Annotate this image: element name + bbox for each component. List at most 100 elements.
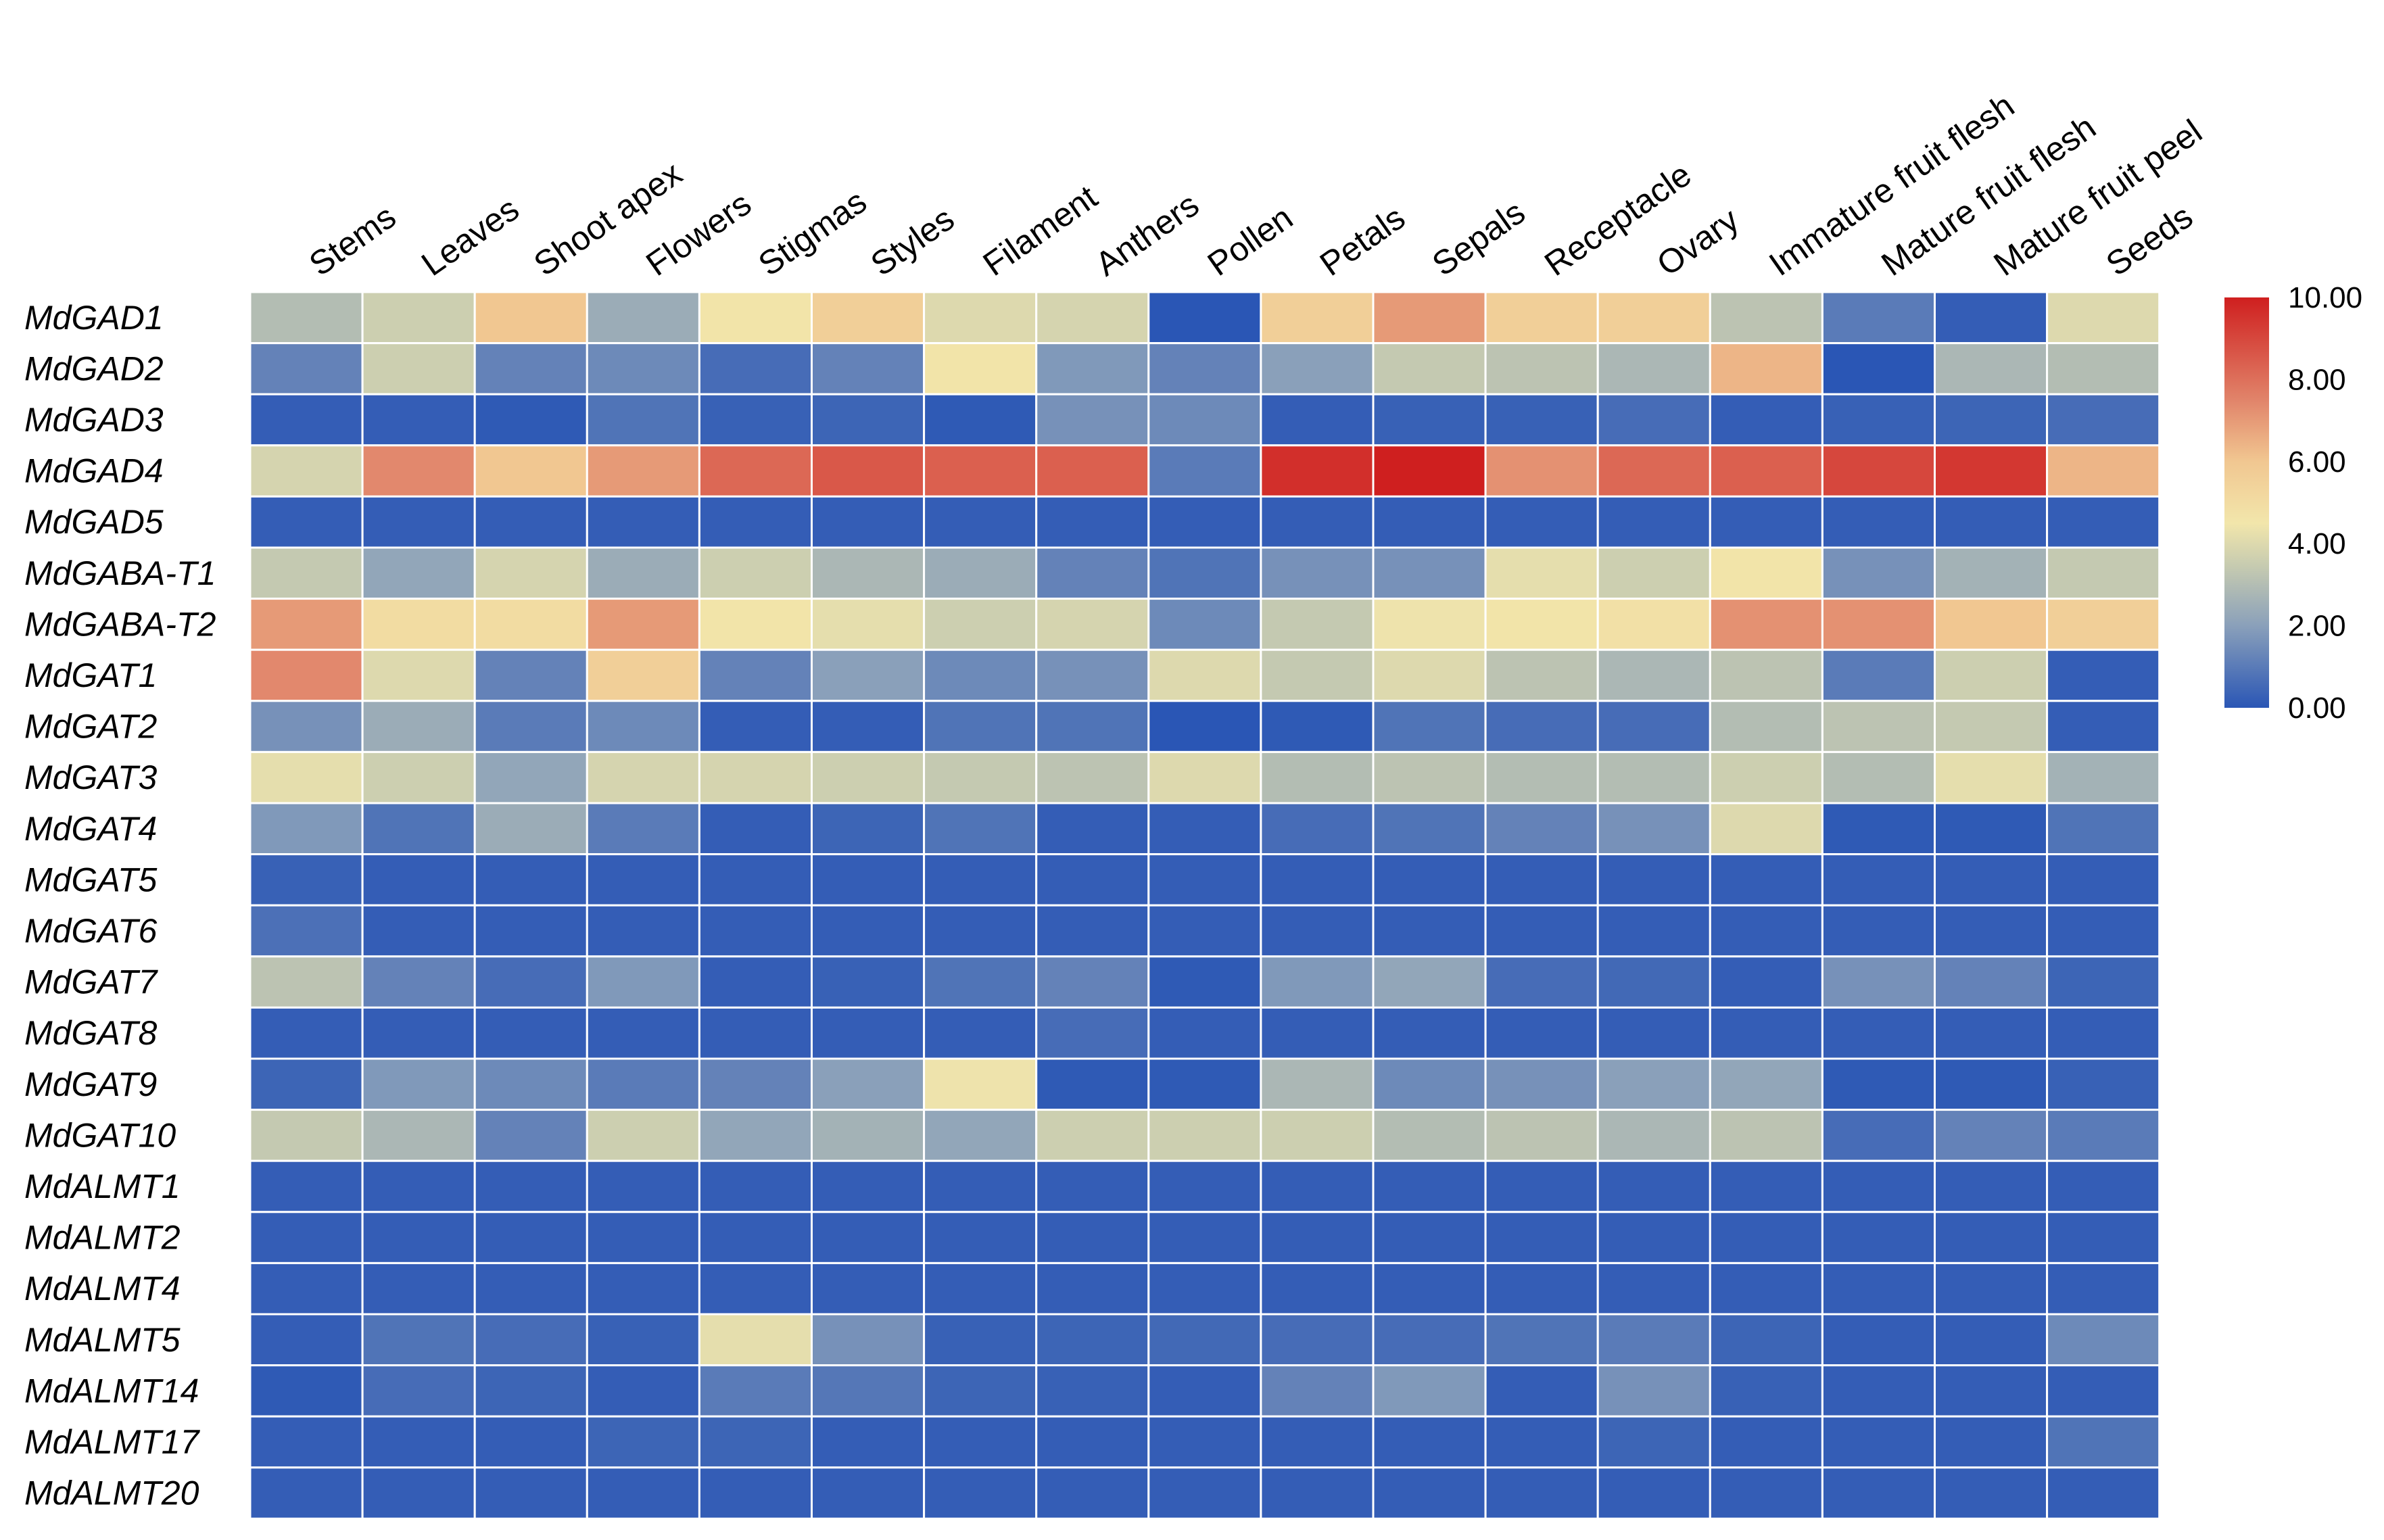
heatmap-cell bbox=[1372, 1057, 1487, 1111]
row-label: MdGAT3 bbox=[24, 759, 158, 796]
row-label: MdALMT5 bbox=[24, 1321, 181, 1359]
heatmap-cell bbox=[249, 1261, 364, 1316]
row-label: MdGAT5 bbox=[24, 861, 158, 898]
heatmap-cell bbox=[1596, 1313, 1711, 1367]
heatmap-cell bbox=[811, 955, 926, 1009]
heatmap-cell bbox=[923, 1109, 1038, 1162]
row-label: MdALMT1 bbox=[24, 1168, 181, 1205]
heatmap-cell bbox=[473, 1109, 588, 1162]
heatmap-cell bbox=[1484, 750, 1599, 804]
heatmap-cell bbox=[698, 853, 813, 907]
heatmap-cell bbox=[2046, 495, 2161, 549]
heatmap-cell bbox=[361, 648, 476, 702]
heatmap-cell bbox=[1709, 750, 1823, 804]
heatmap-cell bbox=[923, 802, 1038, 856]
heatmap-cell bbox=[1372, 700, 1487, 753]
heatmap-cell bbox=[361, 1006, 476, 1060]
heatmap-cell bbox=[698, 598, 813, 651]
heatmap-cell bbox=[1821, 1109, 1936, 1162]
row-label: MdGAT6 bbox=[24, 912, 158, 950]
heatmap-cell bbox=[1596, 598, 1711, 651]
heatmap-cell bbox=[1260, 1313, 1375, 1367]
heatmap-cell bbox=[1372, 495, 1487, 549]
heatmap-cell bbox=[1372, 1159, 1487, 1213]
heatmap-cell bbox=[1934, 1006, 2049, 1060]
heatmap-cell bbox=[923, 1364, 1038, 1418]
heatmap-cell bbox=[1821, 495, 1936, 549]
heatmap-cell bbox=[811, 291, 926, 345]
heatmap-cell bbox=[1372, 1415, 1487, 1469]
heatmap-cell bbox=[1035, 291, 1150, 345]
heatmap-cell bbox=[1372, 393, 1487, 447]
heatmap-cell bbox=[698, 1057, 813, 1111]
heatmap-cell bbox=[361, 291, 476, 345]
heatmap-cell bbox=[586, 700, 700, 753]
heatmap-cell bbox=[1709, 546, 1823, 600]
heatmap-cell bbox=[1372, 291, 1487, 345]
heatmap-cell bbox=[923, 291, 1038, 345]
heatmap-cell bbox=[2046, 1415, 2161, 1469]
legend-color-bar bbox=[2224, 297, 2269, 708]
row-label: MdGAT4 bbox=[24, 810, 157, 848]
heatmap-cell bbox=[361, 1211, 476, 1264]
heatmap-cell bbox=[586, 444, 700, 498]
heatmap-cell bbox=[698, 700, 813, 753]
heatmap-cell bbox=[1260, 955, 1375, 1009]
heatmap-cell bbox=[361, 1109, 476, 1162]
heatmap-cell bbox=[1484, 1006, 1599, 1060]
heatmap-cell bbox=[923, 1313, 1038, 1367]
heatmap-cell bbox=[698, 904, 813, 958]
heatmap-cell bbox=[473, 1364, 588, 1418]
heatmap-cell bbox=[698, 648, 813, 702]
heatmap-cell bbox=[923, 495, 1038, 549]
legend-tick-label: 8.00 bbox=[2288, 363, 2346, 396]
heatmap-cell bbox=[1596, 444, 1711, 498]
heatmap-cell bbox=[1484, 1364, 1599, 1418]
heatmap-cell bbox=[1147, 1109, 1262, 1162]
heatmap-cell bbox=[811, 904, 926, 958]
heatmap-cell bbox=[1709, 802, 1823, 856]
heatmap-cell bbox=[1035, 1057, 1150, 1111]
heatmap-cell bbox=[1260, 904, 1375, 958]
heatmap-cell bbox=[361, 1313, 476, 1367]
heatmap-cell bbox=[698, 802, 813, 856]
row-label: MdGAD1 bbox=[24, 299, 164, 337]
heatmap-cell bbox=[2046, 546, 2161, 600]
heatmap-cell bbox=[1821, 444, 1936, 498]
heatmap-cell bbox=[811, 1006, 926, 1060]
heatmap-cell bbox=[2046, 1364, 2161, 1418]
heatmap-cell bbox=[811, 1109, 926, 1162]
heatmap-cell bbox=[1147, 904, 1262, 958]
heatmap-cell bbox=[1821, 1211, 1936, 1264]
heatmap-cell bbox=[249, 342, 364, 395]
heatmap-cell bbox=[1147, 802, 1262, 856]
heatmap-cell bbox=[1484, 955, 1599, 1009]
heatmap-cell bbox=[1596, 1211, 1711, 1264]
heatmap-cell bbox=[698, 291, 813, 345]
heatmap-cell bbox=[473, 546, 588, 600]
heatmap-cell bbox=[1035, 1159, 1150, 1213]
heatmap-cell bbox=[1484, 1159, 1599, 1213]
heatmap-cell bbox=[1709, 495, 1823, 549]
heatmap-cell bbox=[473, 1261, 588, 1316]
heatmap-cell bbox=[1260, 495, 1375, 549]
heatmap-cell bbox=[811, 495, 926, 549]
heatmap-cell bbox=[2046, 904, 2161, 958]
heatmap-cell bbox=[1372, 1109, 1487, 1162]
heatmap-cell bbox=[1147, 546, 1262, 600]
heatmap-cell bbox=[698, 1364, 813, 1418]
heatmap-cell bbox=[361, 904, 476, 958]
heatmap-cell bbox=[1934, 495, 2049, 549]
heatmap-cell bbox=[811, 1466, 926, 1520]
heatmap-cell bbox=[1260, 1211, 1375, 1264]
heatmap-cell bbox=[1260, 1364, 1375, 1418]
heatmap-cell bbox=[1147, 393, 1262, 447]
heatmap-cell bbox=[1934, 1109, 2049, 1162]
heatmap-cell bbox=[1934, 904, 2049, 958]
heatmap-cell bbox=[361, 546, 476, 600]
heatmap-cell bbox=[923, 1057, 1038, 1111]
heatmap-cell bbox=[1035, 1211, 1150, 1264]
column-label: Pollen bbox=[1201, 198, 1300, 283]
heatmap-cell bbox=[1484, 1466, 1599, 1520]
heatmap-cell bbox=[361, 495, 476, 549]
